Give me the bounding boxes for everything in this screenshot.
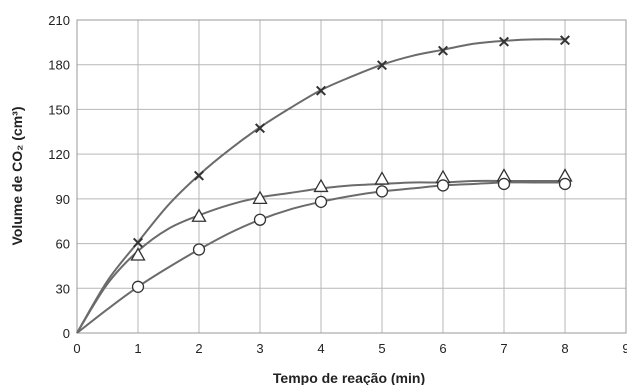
data-point-triangle (191, 208, 207, 222)
markers: × × × × × × × × (130, 30, 573, 293)
data-point-x: × (314, 81, 328, 101)
data-point-x: × (253, 118, 267, 138)
data-point-circle (375, 185, 389, 198)
data-point-x: × (497, 32, 511, 52)
data-point-circle (497, 177, 511, 191)
data-point-triangle (374, 171, 390, 185)
data-point-x: × (131, 233, 145, 253)
x-axis-label: Tempo de reação (min) (273, 370, 425, 385)
data-point-circle (253, 213, 267, 226)
y-tick-label: 120 (48, 147, 70, 162)
x-tick-label: 9 (622, 341, 627, 356)
plot-frame (76, 19, 627, 334)
data-point-circle (131, 280, 145, 293)
x-tick-label: 7 (500, 341, 507, 356)
data-point-x: × (192, 166, 206, 186)
data-point-circle (192, 243, 206, 256)
data-point-x: × (375, 56, 389, 76)
curve-triangle (76, 179, 565, 334)
y-tick-label: 180 (48, 58, 70, 73)
y-tick-label: 30 (56, 281, 70, 296)
y-tick-label: 90 (56, 192, 70, 207)
y-tick-label: 150 (48, 102, 70, 117)
x-tick-label: 3 (256, 341, 263, 356)
x-tick-label: 4 (317, 341, 324, 356)
x-tick-label: 2 (195, 341, 202, 356)
data-point-triangle (130, 247, 146, 261)
x-tick-label: 5 (378, 341, 385, 356)
curve-x (76, 38, 566, 334)
data-point-triangle (313, 178, 329, 193)
data-point-x: × (558, 30, 572, 50)
y-axis-label: Volume de CO₂ (cm³) (9, 107, 25, 246)
data-point-triangle (252, 190, 268, 205)
x-tick-label: 0 (73, 341, 80, 356)
y-tick-label: 210 (48, 13, 70, 28)
data-point-circle (558, 177, 572, 191)
y-tick-label: 60 (56, 237, 70, 252)
data-point-circle (436, 179, 450, 192)
x-tick-label: 1 (134, 341, 141, 356)
grid (77, 20, 626, 333)
data-point-circle (314, 195, 328, 208)
data-point-x: × (436, 41, 450, 61)
x-tick-label: 6 (439, 341, 446, 356)
y-tick-label: 0 (63, 326, 70, 341)
x-tick-label: 8 (561, 341, 568, 356)
